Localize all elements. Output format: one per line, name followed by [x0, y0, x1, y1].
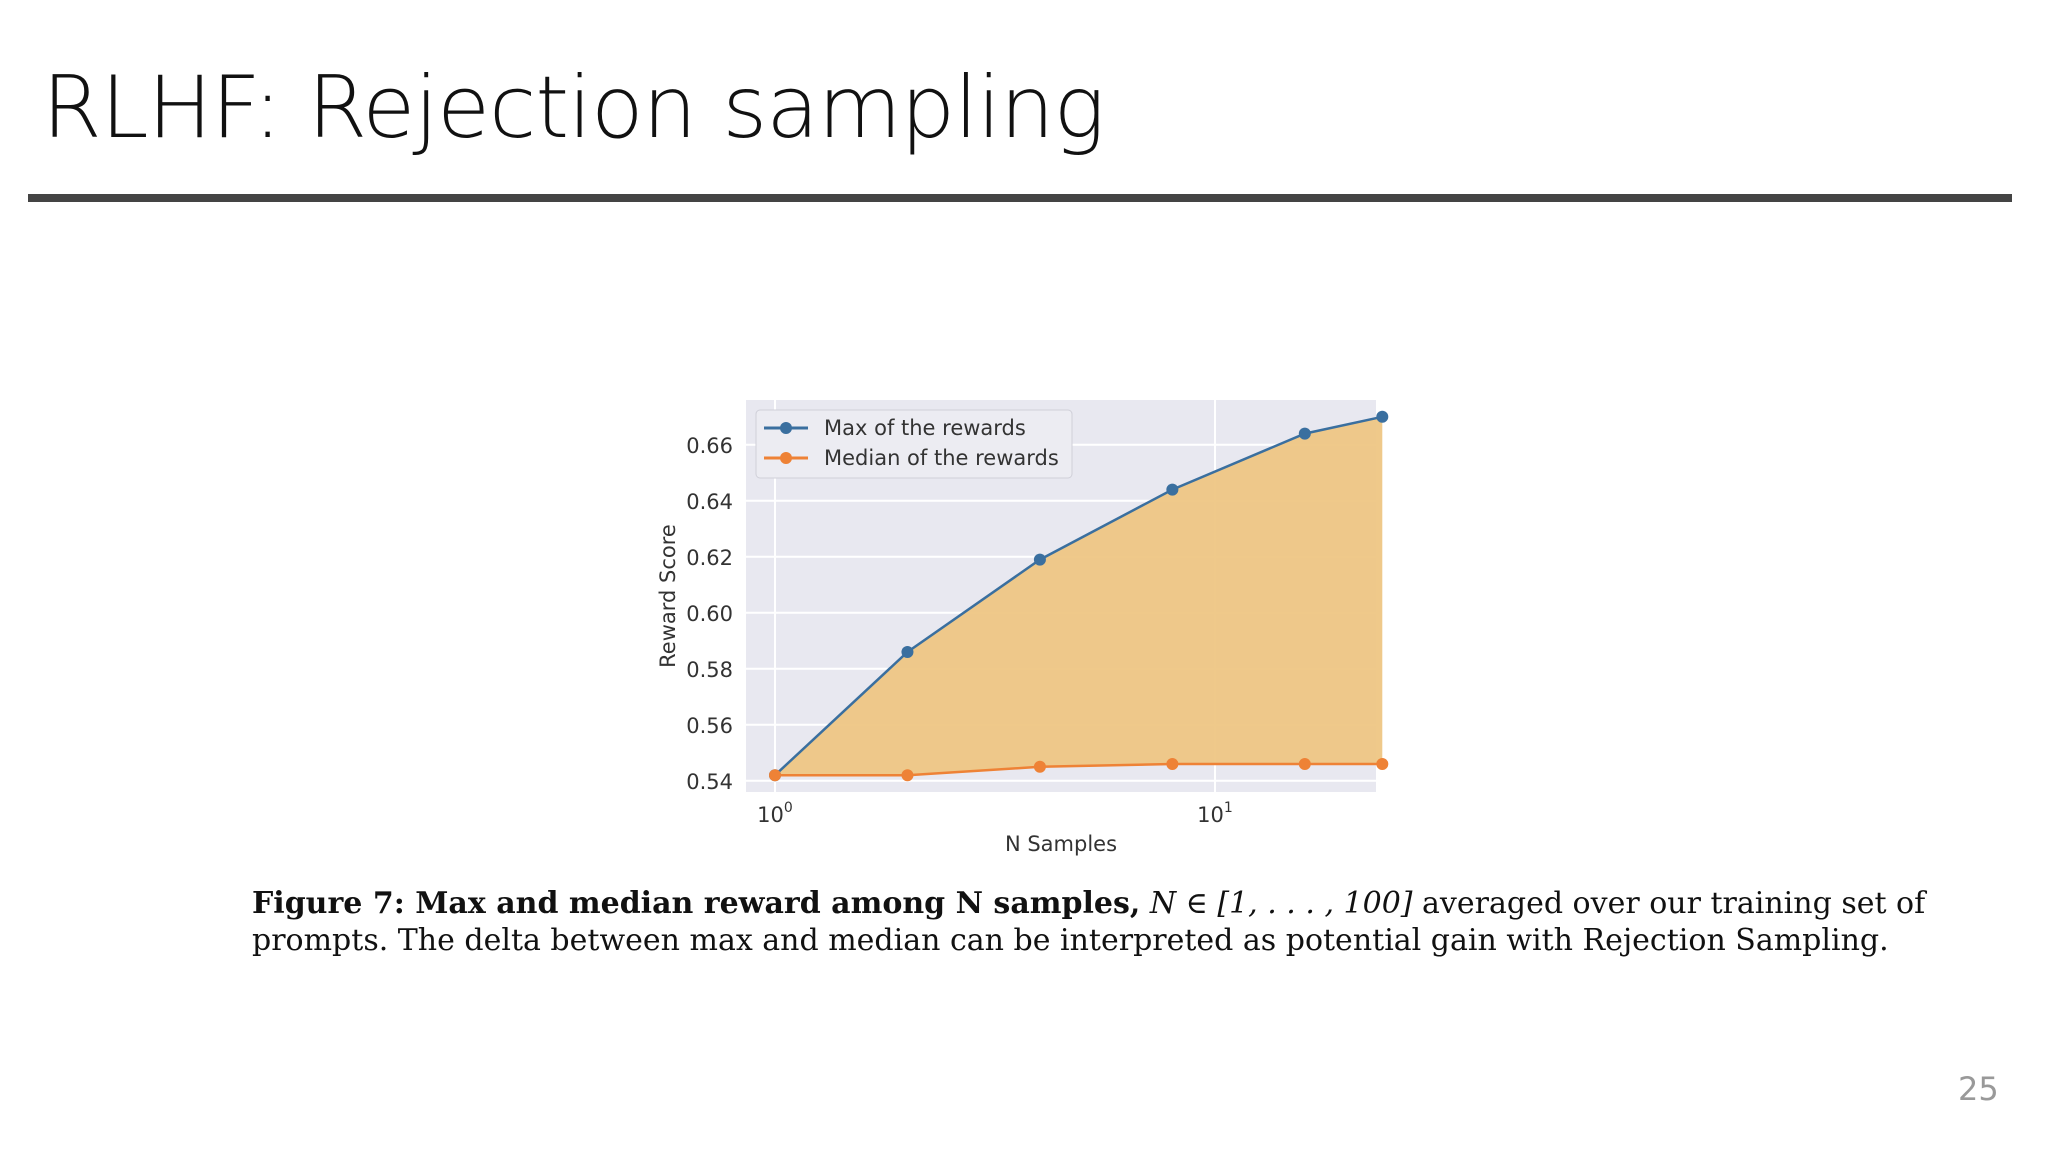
max-data-point [1376, 410, 1389, 423]
max-data-point [901, 646, 914, 658]
max-data-point [1033, 553, 1046, 566]
max-data-point [1166, 483, 1179, 496]
median-data-point [1298, 758, 1311, 770]
x-tick-label: 101 [1197, 800, 1233, 827]
max-data-point [1298, 427, 1311, 440]
y-tick-label: 0.58 [686, 658, 733, 682]
median-data-point [1166, 758, 1179, 770]
median-data-point [1033, 760, 1046, 773]
y-tick-label: 0.56 [686, 714, 733, 738]
legend-label: Median of the rewards [824, 446, 1059, 470]
legend-label: Max of the rewards [824, 416, 1026, 440]
median-data-point [1376, 758, 1389, 770]
slide-title: RLHF: Rejection sampling [42, 58, 1105, 158]
caption-label: Figure 7: Max and median reward among N … [252, 886, 1141, 921]
y-tick-label: 0.64 [686, 490, 733, 514]
y-tick-label: 0.66 [686, 434, 733, 458]
chart-legend: Max of the rewards Median of the rewards [755, 409, 1073, 479]
caption-line-2: prompts. The delta between max and media… [252, 923, 1889, 958]
median-data-point [901, 769, 914, 782]
legend-swatch-marker [780, 422, 792, 434]
y-tick-label: 0.54 [686, 770, 733, 794]
x-axis-label: N Samples [1005, 832, 1117, 856]
caption-rest: averaged over our training set of [1422, 886, 1926, 921]
legend-box [755, 409, 1073, 479]
figure-caption: Figure 7: Max and median reward among N … [252, 885, 1925, 959]
title-divider [28, 194, 2012, 202]
gain-fill-area [775, 416, 1383, 776]
y-axis-label: Reward Score [656, 524, 680, 668]
page-number: 25 [1958, 1070, 1999, 1108]
y-tick-label: 0.62 [686, 546, 733, 570]
y-tick-label: 0.60 [686, 602, 733, 626]
median-data-point [769, 769, 781, 782]
legend-swatch-marker [780, 452, 792, 464]
caption-line-1: Figure 7: Max and median reward among N … [252, 885, 1925, 922]
x-tick-label: 100 [757, 800, 793, 827]
max-series-line [774, 415, 1383, 777]
caption-math: N ∈ [1, . . . , 100] [1149, 886, 1413, 921]
median-series-line [775, 762, 1383, 777]
